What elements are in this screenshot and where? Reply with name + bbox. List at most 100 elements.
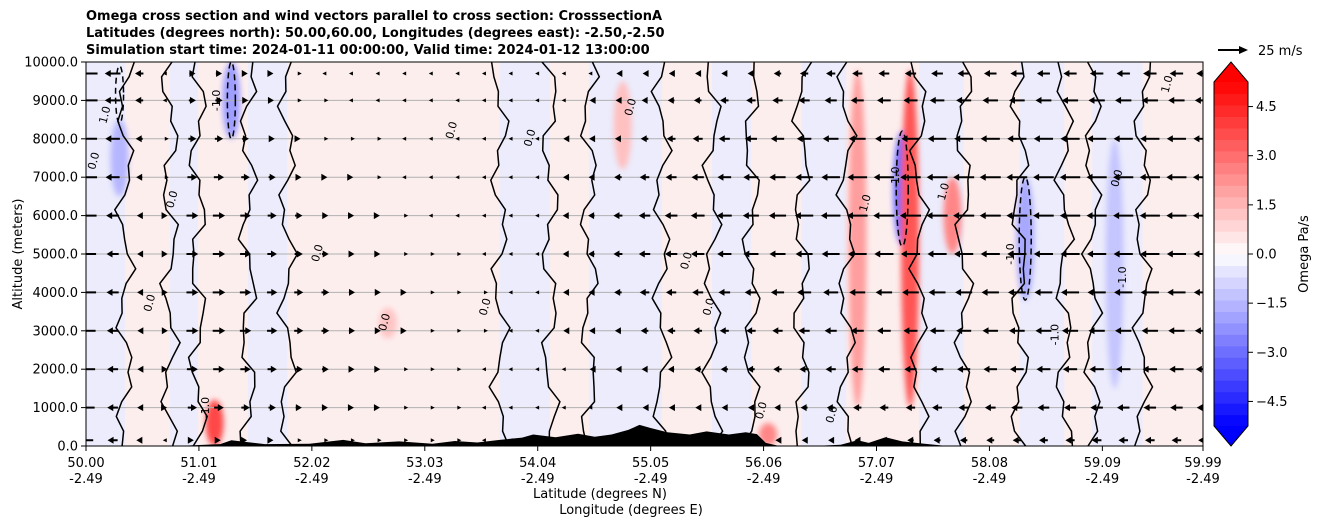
wind-vector [350,136,355,141]
wind-vector [588,71,593,76]
contour-label: -1.0 [1049,324,1062,345]
wind-vector [104,70,121,78]
wind-vector [822,135,839,143]
wind-vector [535,328,540,333]
y-tick-label: 9000.0 [33,94,79,109]
wind-vector [457,405,462,410]
wind-vector [404,252,409,256]
wind-vector [164,136,169,141]
wind-vector [638,212,651,220]
colorbar: 4.5 3.0 1.5 0.0 −1.5 −3.0 −4.5 [1213,61,1288,447]
colorbar-extend-max [1214,62,1248,82]
y-tick-label: 4000.0 [33,286,79,301]
wind-vector [321,327,330,335]
contour-label: 0.0 [85,151,102,171]
x-tick-label-lon: -2.49 [747,472,781,487]
x-axis-label-lon: Longitude (degrees E) [559,503,703,518]
wind-vector [1060,250,1080,258]
wind-vector [1113,212,1134,220]
wind-vector [721,70,728,78]
wind-vector [1059,173,1081,181]
wind-vector [215,70,223,78]
wind-vector [455,71,460,76]
wind-vector [928,288,946,296]
wind-vector [667,96,675,104]
x-tick-label-lat: 52.02 [293,456,330,471]
wind-vector [746,327,756,335]
wind-vector [853,404,862,412]
wind-vector [161,212,168,220]
wind-vector [824,96,837,104]
omega-anomaly [110,119,129,197]
wind-vector [214,436,221,444]
wind-vector [136,436,143,444]
wind-vector [852,70,863,78]
wind-vector [614,327,621,335]
wind-vector [718,135,730,143]
wind-vector [1007,250,1027,258]
wind-vector [1036,365,1051,373]
colorbar-segment [1214,219,1248,232]
wind-vector [665,173,677,181]
wind-vector [297,71,302,76]
wind-vector [455,175,460,180]
wind-vector [773,70,782,78]
colorbar-tick-label: 4.5 [1256,100,1277,115]
wind-vector [799,70,809,78]
wind-vector [137,288,144,296]
wind-vector [718,288,731,296]
wind-vector [954,135,974,143]
wind-vector [535,290,540,295]
y-tick-label: 3000.0 [33,324,79,339]
x-tick-label-lon: -2.49 [1086,472,1120,487]
wind-vector [1061,96,1079,104]
colorbar-segment [1214,288,1248,301]
wind-vector [404,367,409,372]
wind-vector [188,96,196,104]
wind-vector [981,288,999,296]
wind-vector [535,71,540,76]
colorbar-label: Omega Pa/s [1297,215,1312,293]
y-tick-label: 8000.0 [33,132,79,147]
wind-vector [901,135,920,143]
wind-vector [588,212,595,220]
colorbar-segment [1214,196,1248,209]
wind-vector [801,436,808,444]
wind-vector [1166,173,1187,181]
wind-vector [242,135,249,143]
wind-vector [873,173,895,181]
wind-vector [795,173,813,181]
wind-vector [1113,250,1133,258]
wind-vector [430,328,435,333]
wind-vector [1060,288,1080,296]
wind-vector [826,70,836,78]
wind-vector [1090,404,1103,412]
colorbar-segment [1214,116,1248,129]
x-tick-label-lat: 59.99 [1184,456,1221,471]
wind-vector [294,135,301,143]
wind-vector [1145,436,1155,444]
wind-vector [1008,327,1025,335]
wind-vector [321,288,330,296]
wind-vector [348,327,356,335]
wind-vector [1166,212,1187,220]
wind-vector [1118,436,1129,444]
wind-vector [770,288,785,296]
wind-vector [268,173,276,181]
wind-vector [957,365,971,373]
wind-vector [561,438,566,443]
wind-vector [642,70,649,78]
wind-vector [899,212,922,220]
x-tick-label-lat: 55.05 [632,456,669,471]
wind-vector [294,288,304,296]
wind-vector [1063,404,1077,412]
wind-vector [535,367,540,372]
wind-vector [664,212,678,220]
omega-zero-contour [488,62,511,446]
wind-vector [267,212,277,220]
wind-vector [1192,212,1203,220]
colorbar-segment [1214,357,1248,370]
colorbar-segment [1214,334,1248,347]
wind-vector [693,327,702,335]
wind-vector [212,212,226,220]
